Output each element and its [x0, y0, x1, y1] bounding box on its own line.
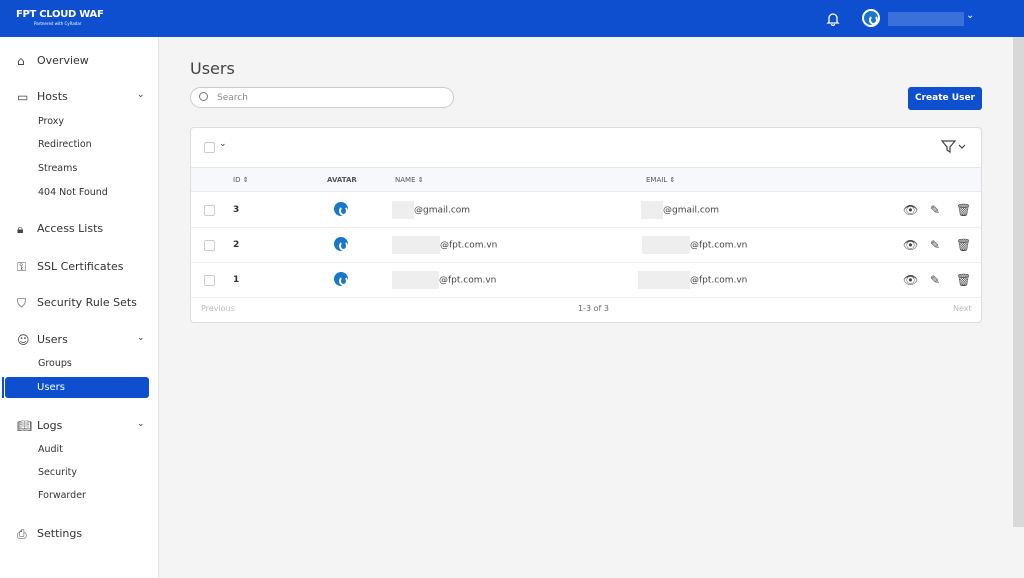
sort-email[interactable]: EMAIL ⇕ [646, 176, 676, 184]
table-header: ID ⇕ AVATAR NAME ⇕ EMAIL ⇕ [191, 167, 981, 192]
sidebar-item-security[interactable]: Security [38, 467, 78, 478]
monitor-icon: ▭ [17, 90, 29, 104]
row-checkbox[interactable] [204, 275, 215, 286]
sort-id[interactable]: ID ⇕ [233, 176, 249, 184]
user-name-redacted[interactable] [888, 12, 964, 26]
shield-icon: ⛉ [17, 296, 27, 310]
create-user-button[interactable]: Create User [908, 87, 982, 110]
chevron-down-icon[interactable]: ⌄ [219, 139, 227, 149]
users-table: ⌄ ID ⇕ AVATAR NAME ⇕ EMAIL ⇕ 3 @gmail.co… [190, 127, 982, 323]
search-icon [199, 92, 208, 101]
page-title: Users [190, 59, 235, 78]
name-cell: @fpt.com.vn [392, 236, 497, 254]
edit-icon[interactable]: ✎ [930, 203, 941, 217]
trash-icon[interactable]: 🗑︎ [956, 273, 972, 287]
search-input[interactable]: Search [190, 87, 454, 108]
avatar [332, 200, 350, 218]
sort-name[interactable]: NAME ⇕ [395, 176, 424, 184]
name-cell: @gmail.com [392, 201, 470, 219]
table-row[interactable]: 3 @gmail.com @gmail.com 👁︎ ✎ 🗑︎ [191, 193, 981, 228]
filter-icon[interactable] [940, 138, 966, 157]
chevron-down-icon: ⌄ [137, 90, 145, 100]
sidebar-item-users-list[interactable]: Users [2, 377, 149, 398]
users-icon: ☺ [17, 333, 30, 347]
sidebar-item-proxy[interactable]: Proxy [38, 116, 65, 127]
lock-icon: 🔒︎ [17, 222, 24, 236]
printer-icon: ⎙ [17, 527, 27, 541]
avatar [332, 270, 350, 288]
sidebar-item-redirection[interactable]: Redirection [38, 139, 92, 150]
trash-icon[interactable]: 🗑︎ [956, 203, 972, 217]
view-icon[interactable]: 👁︎ [903, 273, 919, 287]
home-icon: ⌂ [17, 54, 25, 68]
logo[interactable]: FPT CLOUD WAF Partnered with CyRadar [16, 9, 104, 26]
email-cell: @fpt.com.vn [638, 271, 747, 289]
view-icon[interactable]: 👁︎ [903, 203, 919, 217]
next-button[interactable]: Next [953, 304, 972, 313]
sidebar-item-audit[interactable]: Audit [38, 444, 63, 455]
select-all-checkbox[interactable] [204, 142, 215, 153]
edit-icon[interactable]: ✎ [930, 273, 941, 287]
chevron-down-icon: ⌄ [137, 333, 145, 343]
row-checkbox[interactable] [204, 205, 215, 216]
table-row[interactable]: 2 @fpt.com.vn @fpt.com.vn 👁︎ ✎ 🗑︎ [191, 228, 981, 263]
email-cell: @fpt.com.vn [642, 236, 747, 254]
sidebar-item-forwarder[interactable]: Forwarder [38, 490, 86, 501]
pagination-range: 1-3 of 3 [578, 304, 609, 313]
bell-icon[interactable] [826, 11, 840, 27]
email-cell: @gmail.com [641, 201, 719, 219]
name-cell: @fpt.com.vn [392, 271, 496, 289]
table-row[interactable]: 1 @fpt.com.vn @fpt.com.vn 👁︎ ✎ 🗑︎ [191, 263, 981, 298]
view-icon[interactable]: 👁︎ [903, 238, 919, 252]
col-avatar: AVATAR [327, 176, 357, 184]
top-bar: FPT CLOUD WAF Partnered with CyRadar ⌄ [0, 0, 1024, 37]
edit-icon[interactable]: ✎ [930, 238, 941, 252]
book-icon: 📖︎ [17, 419, 33, 433]
trash-icon[interactable]: 🗑︎ [956, 238, 972, 252]
avatar [332, 235, 350, 253]
sidebar-item-streams[interactable]: Streams [38, 163, 78, 174]
row-checkbox[interactable] [204, 240, 215, 251]
user-avatar[interactable] [862, 9, 880, 27]
chevron-down-icon[interactable]: ⌄ [966, 10, 975, 21]
sidebar-item-404[interactable]: 404 Not Found [38, 187, 108, 198]
chevron-down-icon: ⌄ [137, 419, 145, 429]
previous-button[interactable]: Previous [201, 304, 235, 313]
sidebar-item-groups[interactable]: Groups [38, 358, 72, 369]
key-icon: ⚿ [17, 260, 27, 274]
scrollbar[interactable] [1013, 37, 1024, 527]
sidebar [0, 37, 159, 578]
